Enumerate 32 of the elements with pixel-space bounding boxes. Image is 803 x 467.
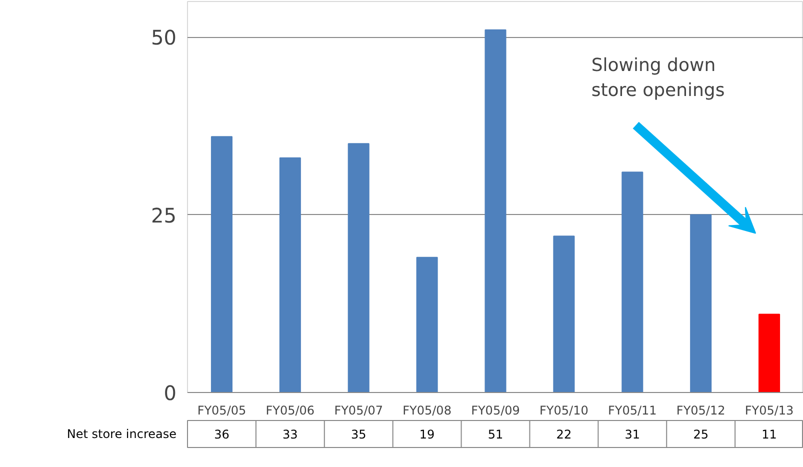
x-tick-label: FY05/11	[608, 404, 657, 418]
data-label: 51	[488, 428, 504, 442]
bar	[622, 172, 644, 392]
bar	[416, 256, 438, 392]
x-tick-label: FY05/06	[266, 404, 315, 418]
x-tick-label: FY05/12	[676, 404, 726, 418]
bar	[758, 314, 780, 392]
bar	[484, 29, 506, 392]
x-tick-label: FY05/08	[402, 404, 452, 418]
x-tick-label: FY05/13	[744, 404, 794, 418]
data-label: 35	[350, 428, 366, 442]
x-tick-label: FY05/05	[197, 404, 246, 418]
bar	[553, 236, 575, 392]
data-label: 19	[419, 428, 435, 442]
y-tick-label: 25	[151, 203, 177, 228]
data-label: 36	[214, 428, 230, 442]
bar	[348, 143, 370, 392]
x-tick-label: FY05/09	[471, 404, 520, 418]
data-label: 31	[624, 428, 640, 442]
data-label: 25	[693, 428, 708, 442]
y-tick-label: 0	[164, 381, 177, 405]
data-label: 11	[762, 428, 777, 442]
data-label: 33	[282, 428, 298, 442]
x-tick-label: FY05/07	[334, 404, 384, 418]
y-tick-label: 50	[151, 26, 177, 50]
bar	[279, 157, 301, 392]
data-label: 22	[556, 428, 572, 442]
text: Net store increase	[66, 427, 176, 441]
bar	[210, 136, 232, 392]
bar	[690, 214, 712, 392]
x-tick-label: FY05/10	[540, 404, 588, 418]
annotation: Slowing down store openings	[591, 54, 725, 102]
